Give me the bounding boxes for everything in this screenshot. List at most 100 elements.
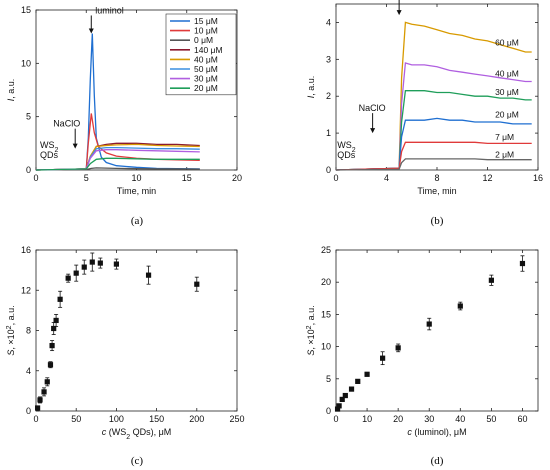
panel-d-point-4 <box>348 386 355 392</box>
panel-a-xtick-label-3: 15 <box>182 173 192 183</box>
panel-a-ytick-label-3: 15 <box>21 5 31 15</box>
panel-d-point-7 <box>380 355 386 361</box>
panel-a-legend-label-2: 0 μM <box>194 35 213 45</box>
panel-b-series-label-1: 40 μM <box>495 68 519 78</box>
panel-c-ytick-label-1: 4 <box>26 366 31 376</box>
panel-d-point-10 <box>457 303 463 309</box>
panel-c: 0 50 100 150 200 250 0 4 8 12 16 c (WS2 QDs), μM S, … <box>6 245 245 441</box>
panel-a: 0 5 10 15 20 0 5 10 15 Time, min I, a.u. luminol NaC… <box>6 5 242 196</box>
panel-d-point-1 <box>336 403 342 409</box>
panel-a-ytick-label-1: 5 <box>26 112 31 122</box>
panel-a-series-line-7 <box>35 157 200 171</box>
panel-a-xtick-label-4: 20 <box>232 173 242 183</box>
panel-c-xtick-label-3: 150 <box>149 414 164 424</box>
panel-a-legend-box <box>165 13 237 96</box>
panel-c-ylabel: S, ×102, a.u. <box>6 305 17 355</box>
panel-c-ytick-label-3: 12 <box>21 285 31 295</box>
panel-c-point-3 <box>44 379 50 385</box>
panel-c-point-15 <box>145 272 152 278</box>
panel-c-point-8 <box>57 296 63 302</box>
panel-c-point-14 <box>113 261 119 267</box>
panel-d-point-2 <box>339 396 345 403</box>
panel-d-point-3 <box>342 392 348 399</box>
panel-a-xtick-label-1: 5 <box>84 173 89 183</box>
panel-c-point-5 <box>49 342 55 349</box>
panel-c-point-12 <box>89 259 95 265</box>
panel-b-ytick-label-4: 4 <box>326 17 331 27</box>
panel-a-xtick-label-0: 0 <box>33 173 38 183</box>
panel-d-xlabel: c (luminol), μM <box>407 427 466 437</box>
panel-a-series-line-2 <box>35 167 200 171</box>
panel-d-ytick-label-0: 0 <box>326 406 331 416</box>
panel-a-xlabel: Time, min <box>117 186 156 196</box>
panel-label-c: (c) <box>131 455 144 467</box>
panel-c-xtick-label-1: 50 <box>71 414 81 424</box>
panel-b-xtick-label-2: 8 <box>434 173 439 183</box>
panel-d-point-5 <box>355 378 361 384</box>
panel-c-xtick-label-0: 0 <box>33 414 38 424</box>
panel-b-xtick-label-0: 0 <box>333 173 338 183</box>
panel-c-point-0 <box>35 405 41 411</box>
panel-b-series-label-5: 2 μM <box>495 150 514 160</box>
panel-d-point-6 <box>364 371 370 377</box>
panel-b-series-line-0 <box>335 21 532 171</box>
panel-d-point-0 <box>334 406 341 412</box>
panel-a-series-line-6 <box>35 149 200 171</box>
panel-c-point-16 <box>194 281 200 287</box>
panel-a-legend-label-3: 140 μM <box>194 45 223 55</box>
panel-label-d: (d) <box>431 455 444 467</box>
panel-d-point-8 <box>395 345 401 351</box>
panel-c-plot-frame <box>35 249 238 412</box>
panel-b-series-line-4 <box>335 141 532 171</box>
panel-c-point-9 <box>65 275 71 281</box>
panel-a-legend-label-0: 15 μM <box>194 16 218 26</box>
panel-a-legend-label-1: 10 μM <box>194 26 218 36</box>
panel-b-annotation-ws2: WS2 <box>337 140 356 154</box>
panel-b-annotation-arrow-1-head <box>370 128 376 134</box>
panel-a-legend-label-6: 30 μM <box>194 74 218 84</box>
panel-b-ytick-label-1: 1 <box>326 128 331 138</box>
panel-d-ytick-label-1: 5 <box>326 374 331 384</box>
panel-d-ytick-label-3: 15 <box>321 309 331 319</box>
panel-b-series-label-4: 7 μM <box>495 132 514 142</box>
panel-b-xtick-label-3: 12 <box>482 173 492 183</box>
panel-c-xtick-label-4: 200 <box>189 414 204 424</box>
panel-b-series-line-1 <box>335 62 532 171</box>
panel-c-point-6 <box>51 325 57 332</box>
panel-b-xlabel: Time, min <box>417 186 456 196</box>
panel-b-xtick-label-1: 4 <box>384 173 389 183</box>
panel-d-xtick-label-5: 50 <box>486 414 496 424</box>
panel-b-ytick-label-3: 3 <box>326 54 331 64</box>
panel-c-ytick-label-4: 16 <box>21 245 31 255</box>
panel-c-point-1 <box>37 397 43 403</box>
panel-a-annotation-arrow-0-head <box>88 28 94 34</box>
panel-a-ytick-label-2: 10 <box>21 58 31 68</box>
panel-d-xtick-label-2: 20 <box>393 414 403 424</box>
panel-d-ylabel: S, ×102, a.u. <box>306 305 317 355</box>
panel-b-xtick-label-4: 16 <box>533 173 543 183</box>
panel-d-ytick-label-5: 25 <box>321 245 331 255</box>
panel-b-series-line-2 <box>335 90 532 171</box>
panel-d-point-9 <box>426 321 432 327</box>
panel-a-legend-label-5: 50 μM <box>194 64 218 74</box>
panel-a-annotation-arrow-1-head <box>72 143 78 149</box>
panel-d-xtick-label-0: 0 <box>333 414 338 424</box>
panel-d-ytick-label-2: 10 <box>321 342 331 352</box>
panel-b-series-label-2: 30 μM <box>495 87 519 97</box>
panel-d-point-12 <box>519 260 526 267</box>
panel-c-point-11 <box>81 264 87 270</box>
panel-c-xtick-label-5: 250 <box>229 414 244 424</box>
panel-d-xtick-label-1: 10 <box>362 414 372 424</box>
panel-d-point-11 <box>488 277 494 283</box>
panel-c-xtick-label-2: 100 <box>109 414 124 424</box>
panel-a-annotation-0: luminol <box>95 5 124 15</box>
panel-c-ytick-label-0: 0 <box>26 406 31 416</box>
panel-b-series-line-3 <box>335 117 532 171</box>
panel-label-a: (a) <box>131 215 144 227</box>
panel-a-legend-label-7: 20 μM <box>194 83 218 93</box>
panel-c-point-10 <box>73 270 79 276</box>
panel-d-plot-frame <box>335 249 539 412</box>
panel-c-ytick-label-2: 8 <box>26 326 31 336</box>
panel-b-annotation-qds: QDs <box>337 150 356 160</box>
